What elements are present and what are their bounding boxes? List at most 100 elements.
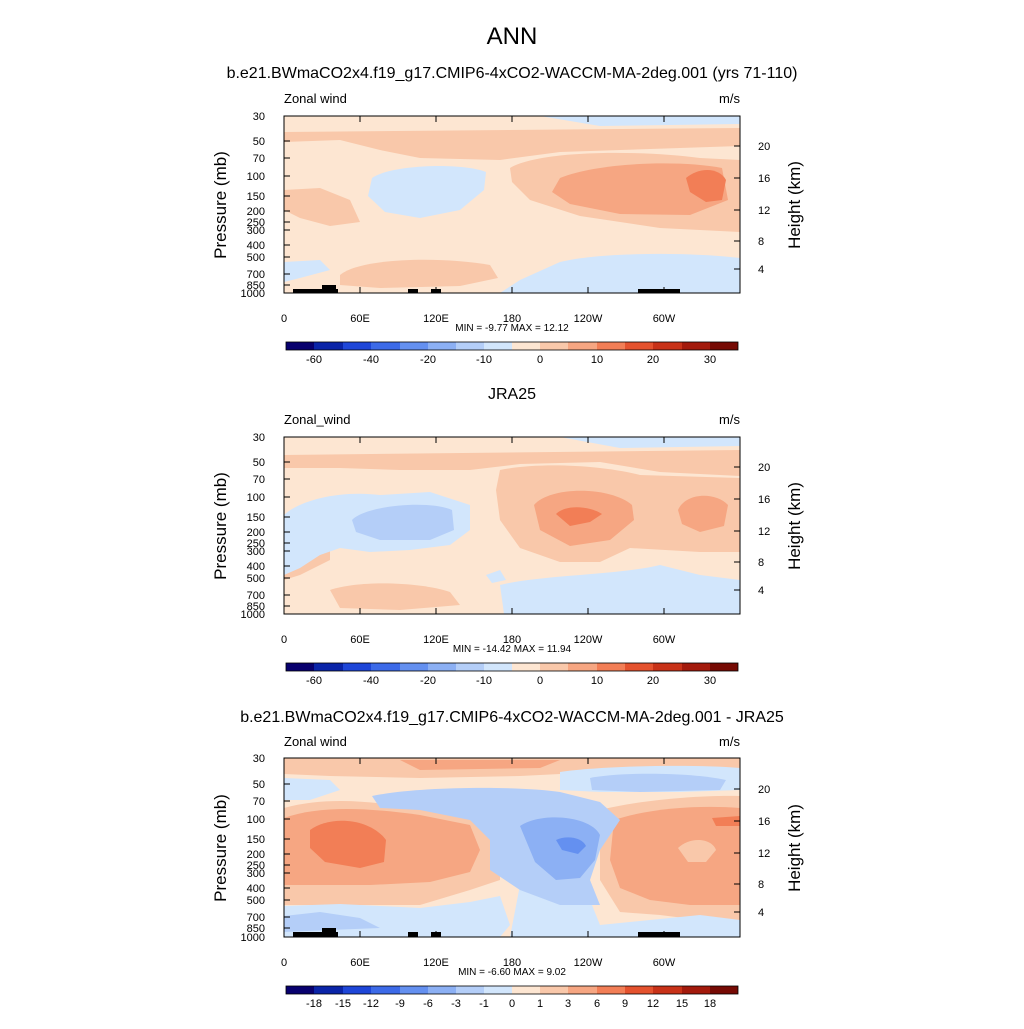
y-tick-label: 700: [247, 590, 265, 602]
x-tick-label: 60E: [350, 634, 370, 646]
contour-region-neg-2: [284, 912, 380, 932]
y-ticks: [284, 436, 290, 615]
y-tick-label: 70: [253, 474, 265, 486]
colorbar-box: [710, 342, 738, 350]
y-tick-label-right: 4: [758, 585, 764, 597]
y-tick-label: 50: [253, 457, 265, 469]
y-tick-label: 150: [247, 834, 265, 846]
y-tick-label: 100: [247, 492, 265, 504]
y-tick-label: 200: [247, 849, 265, 861]
colorbar-box: [428, 342, 456, 350]
y-tick-label-right: 4: [758, 907, 764, 919]
y-tick-label: 400: [247, 240, 265, 252]
y-tick-label: 850: [247, 601, 265, 613]
colorbar-box: [568, 986, 597, 994]
contour-region-neg-1: [368, 166, 486, 218]
colorbar-label: 15: [676, 998, 688, 1010]
y-tick-label-right: 20: [758, 784, 770, 796]
y-tick-label: 400: [247, 883, 265, 895]
y-tick-label-right: 8: [758, 236, 764, 248]
y-tick-label: 300: [247, 546, 265, 558]
min-max-label: MIN = -9.77 MAX = 12.12: [455, 323, 569, 334]
y-tick-label: 200: [247, 206, 265, 218]
y-tick-label-right: 16: [758, 173, 770, 185]
x-ticks: [283, 116, 665, 293]
colorbar-label: 10: [591, 354, 603, 366]
panel-title: b.e21.BWmaCO2x4.f19_g17.CMIP6-4xCO2-WACC…: [240, 709, 784, 726]
colorbar-label: -40: [363, 675, 379, 687]
colorbar-box: [710, 986, 738, 994]
topography: [638, 932, 680, 937]
colorbar-box: [512, 663, 540, 671]
colorbar-box: [682, 342, 710, 350]
min-max-label: MIN = -6.60 MAX = 9.02: [458, 967, 566, 978]
colorbar-box: [314, 663, 343, 671]
colorbar-frame: [285, 662, 739, 672]
y-ticks-right: [734, 145, 740, 270]
contour-region-neg-1: [284, 778, 340, 800]
x-tick-label: 60E: [350, 313, 370, 325]
colorbar-box: [653, 663, 682, 671]
y-tick-label: 30: [253, 753, 265, 765]
x-tick-label: 120E: [423, 313, 449, 325]
y-tick-label-right: 12: [758, 526, 770, 538]
colorbar-label: -15: [335, 998, 351, 1010]
colorbar-box: [456, 986, 484, 994]
main-title: ANN: [487, 23, 538, 50]
y-tick-label: 50: [253, 136, 265, 148]
contour-region-neg-1: [560, 437, 740, 448]
colorbar-box: [371, 986, 400, 994]
y-ticks: [284, 757, 290, 938]
y-tick-label: 700: [247, 912, 265, 924]
colorbar-box: [484, 986, 512, 994]
colorbar-box: [484, 663, 512, 671]
contour-region-pos-1: [284, 450, 740, 476]
contour-region-pos-3: [310, 820, 386, 868]
contour-region-pos-1: [678, 839, 716, 862]
y-tick-label: 700: [247, 269, 265, 281]
y-tick-label-right: 12: [758, 205, 770, 217]
x-tick-label: 60E: [350, 957, 370, 969]
left-label: Zonal wind: [284, 734, 347, 749]
contour-region-pos-2: [678, 495, 728, 532]
x-ticks: [283, 437, 665, 614]
colorbar-label: -40: [363, 354, 379, 366]
y-tick-label: 250: [247, 217, 265, 229]
colorbar-label: 0: [537, 675, 543, 687]
colorbar-label: 20: [647, 354, 659, 366]
left-label: Zonal_wind: [284, 412, 351, 427]
y-tick-label: 500: [247, 252, 265, 264]
colorbar-label: 30: [704, 354, 716, 366]
y-tick-label-right: 16: [758, 494, 770, 506]
colorbar-label: -10: [476, 354, 492, 366]
topography: [322, 285, 336, 293]
y-tick-label: 70: [253, 153, 265, 165]
colorbar-box: [371, 342, 400, 350]
contour-region-pos-3: [686, 169, 726, 202]
panel-2: b.e21.BWmaCO2x4.f19_g17.CMIP6-4xCO2-WACC…: [211, 709, 804, 1010]
topography: [638, 289, 680, 293]
panel-0: b.e21.BWmaCO2x4.f19_g17.CMIP6-4xCO2-WACC…: [211, 65, 804, 366]
colorbar-label: 9: [622, 998, 628, 1010]
colorbar-box: [371, 663, 400, 671]
x-tick-label: 180: [503, 634, 521, 646]
colorbar-box: [343, 342, 371, 350]
colorbar-box: [597, 663, 625, 671]
right-label: m/s: [719, 412, 740, 427]
colorbar-box: [343, 663, 371, 671]
colorbar-label: -3: [451, 998, 461, 1010]
y-ticks-right: [734, 788, 740, 913]
colorbar-box: [456, 663, 484, 671]
colorbar-label: -20: [420, 354, 436, 366]
y-tick-label-right: 4: [758, 264, 764, 276]
left-label: Zonal wind: [284, 91, 347, 106]
colorbar-label: 1: [537, 998, 543, 1010]
y-tick-label: 30: [253, 432, 265, 444]
colorbar-label: -60: [306, 675, 322, 687]
colorbar-box: [682, 663, 710, 671]
y-tick-label: 100: [247, 171, 265, 183]
colorbar-frame: [285, 985, 739, 995]
contour-region-pos-3: [556, 507, 602, 526]
y-tick-label: 150: [247, 512, 265, 524]
